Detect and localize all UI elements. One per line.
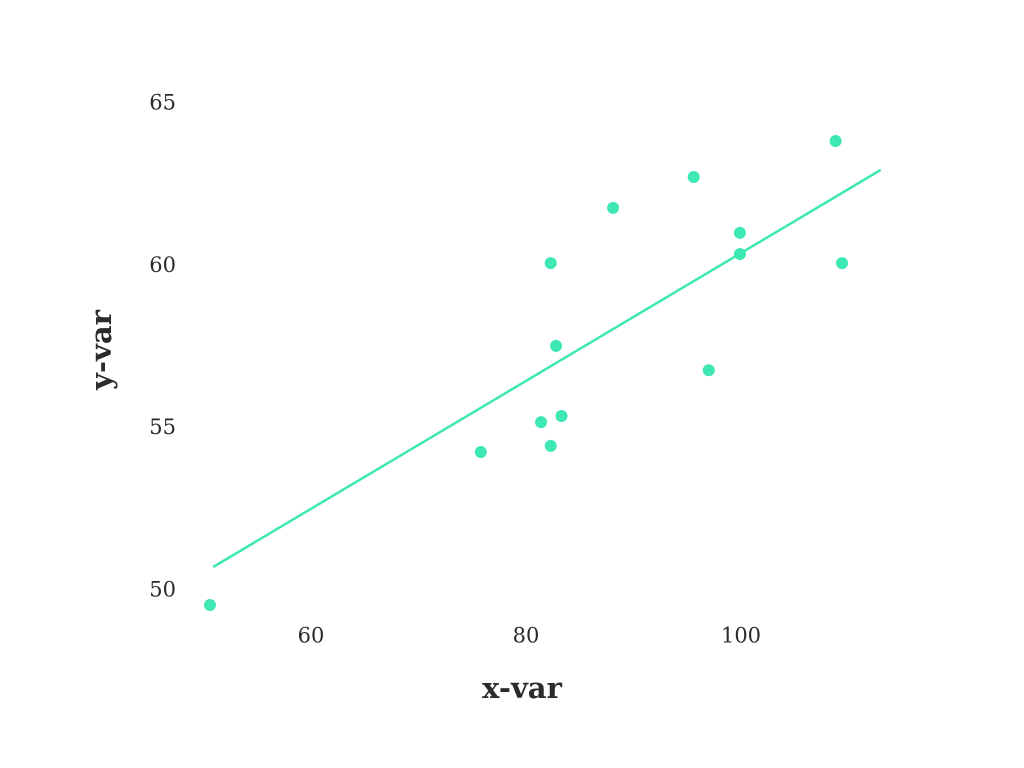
point — [829, 134, 842, 147]
y-tick-label: 60 — [149, 253, 176, 277]
point — [733, 247, 746, 260]
y-axis-title: y-var — [84, 309, 118, 391]
x-axis-title: x-var — [482, 671, 562, 705]
point — [550, 339, 563, 352]
point — [607, 201, 620, 214]
x-tick-label: 80 — [513, 624, 540, 648]
point — [535, 416, 548, 429]
point — [474, 446, 487, 459]
point — [544, 257, 557, 270]
point — [203, 598, 216, 611]
x-tick-label: 100 — [721, 624, 761, 648]
y-tick-label: 65 — [149, 90, 176, 114]
point — [733, 226, 746, 239]
point — [555, 410, 568, 423]
y-tick-label: 55 — [149, 415, 176, 439]
trend-line — [212, 168, 882, 569]
point — [836, 257, 849, 270]
point — [702, 364, 715, 377]
y-tick-label: 50 — [149, 578, 176, 602]
x-tick-label: 60 — [298, 624, 325, 648]
point — [544, 439, 557, 452]
point — [687, 171, 700, 184]
